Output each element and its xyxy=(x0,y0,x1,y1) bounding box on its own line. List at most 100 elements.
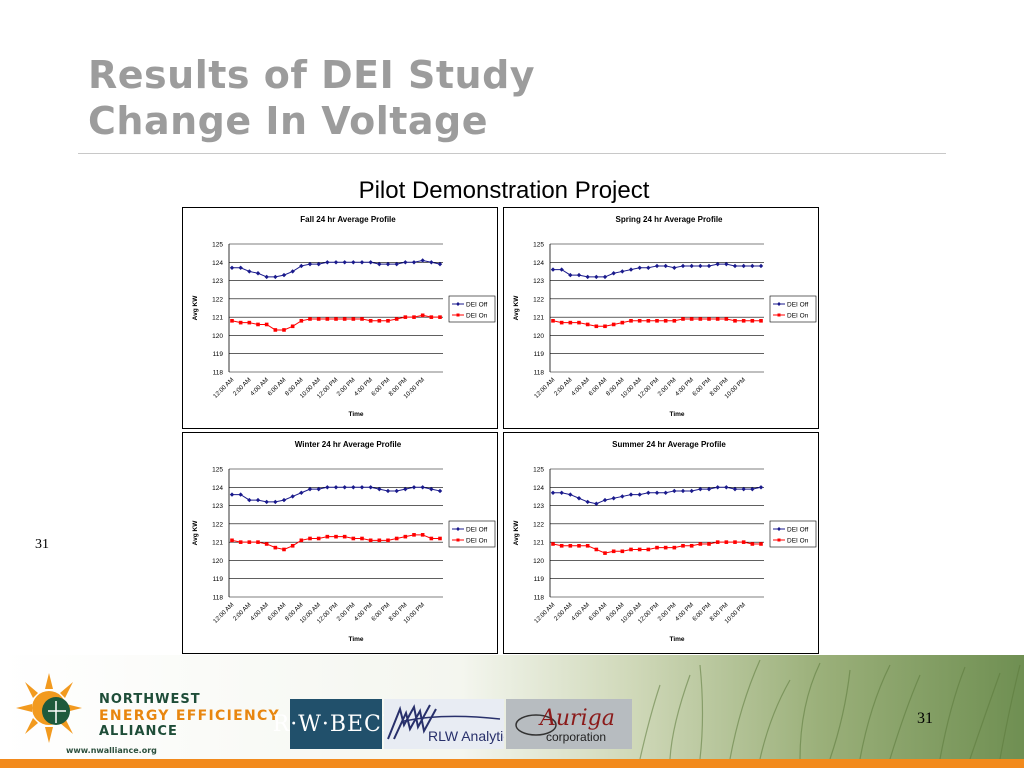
y-tick-label: 123 xyxy=(212,503,223,510)
data-point xyxy=(663,263,668,269)
data-point xyxy=(377,319,382,323)
y-tick-label: 121 xyxy=(533,540,544,547)
y-tick-label: 121 xyxy=(212,315,223,322)
rw-beck-text: R·W·BECK xyxy=(272,711,400,737)
data-point xyxy=(307,486,313,492)
data-point xyxy=(403,486,408,492)
data-point xyxy=(559,267,564,272)
data-point xyxy=(750,319,755,323)
data-point xyxy=(290,324,295,329)
data-point xyxy=(325,534,330,539)
legend-marker xyxy=(456,302,460,306)
data-point xyxy=(255,497,261,503)
y-tick-label: 120 xyxy=(212,558,223,565)
data-point xyxy=(282,328,286,332)
data-point xyxy=(247,540,252,544)
data-point xyxy=(264,274,269,280)
data-point xyxy=(316,536,321,541)
data-point xyxy=(325,260,330,265)
y-tick-label: 122 xyxy=(212,521,223,528)
data-point xyxy=(411,260,417,265)
legend-box xyxy=(769,295,817,323)
data-point xyxy=(629,547,633,552)
data-point xyxy=(655,545,659,550)
data-point xyxy=(707,542,711,546)
data-point xyxy=(707,317,711,321)
footer-slide-number: 31 xyxy=(917,710,933,727)
data-point xyxy=(646,265,651,270)
chart-title: Summer 24 hr Average Profile xyxy=(612,440,726,449)
data-point xyxy=(585,274,590,280)
nweea-line1: NORTHWEST xyxy=(99,692,201,707)
data-point xyxy=(750,542,755,546)
x-axis-label: Time xyxy=(348,636,363,643)
data-point xyxy=(672,319,677,323)
x-tick-label: 12:00 AM xyxy=(533,376,556,399)
data-point xyxy=(377,261,382,267)
data-point xyxy=(307,261,313,267)
data-point xyxy=(724,540,729,544)
data-point xyxy=(654,490,660,495)
data-point xyxy=(698,542,703,546)
data-point xyxy=(551,319,555,323)
y-tick-label: 123 xyxy=(533,278,544,285)
rw-beck-logo: R·W·BECK xyxy=(273,699,398,749)
legend-marker xyxy=(777,527,781,531)
data-point xyxy=(680,263,686,269)
data-point xyxy=(308,317,312,321)
slide-title: Results of DEI Study Change In Voltage xyxy=(88,52,535,144)
data-point xyxy=(238,265,243,270)
data-point xyxy=(316,486,321,492)
rlw-analytics-logo: RLW Analytics xyxy=(384,699,517,749)
data-point xyxy=(411,485,417,490)
x-tick-label: 12:00 AM xyxy=(212,601,235,624)
data-point xyxy=(576,272,582,278)
legend-marker xyxy=(777,538,781,542)
spring-chart: Spring 24 hr Average Profile 118 119 120 121… xyxy=(503,207,819,429)
y-tick-label: 119 xyxy=(534,351,545,358)
data-point xyxy=(377,538,382,543)
legend-marker xyxy=(456,527,460,531)
data-point xyxy=(282,547,286,552)
data-point xyxy=(403,260,408,265)
data-point xyxy=(741,263,746,269)
data-point xyxy=(611,549,616,554)
data-point xyxy=(403,315,408,319)
data-point xyxy=(429,486,434,492)
data-point xyxy=(308,536,312,541)
data-point xyxy=(672,265,677,270)
data-point xyxy=(351,317,356,321)
side-slide-number: 31 xyxy=(35,537,49,552)
data-point xyxy=(620,549,625,554)
nweea-line2: ENERGY EFFICIENCY xyxy=(99,708,280,724)
y-tick-label: 118 xyxy=(534,595,545,602)
y-tick-label: 122 xyxy=(533,521,544,528)
legend-label: DEI Off xyxy=(466,526,487,533)
data-point xyxy=(715,540,720,544)
legend-box xyxy=(448,520,496,548)
data-point xyxy=(620,494,625,499)
data-point xyxy=(603,324,607,329)
data-point xyxy=(620,269,625,274)
data-point xyxy=(264,542,269,546)
data-point xyxy=(637,265,642,270)
y-tick-label: 118 xyxy=(534,370,545,377)
title-divider xyxy=(78,153,946,154)
data-point xyxy=(230,538,234,543)
data-point xyxy=(299,490,304,495)
data-point xyxy=(698,317,703,321)
data-point xyxy=(706,263,712,269)
data-point xyxy=(290,269,295,274)
data-point xyxy=(733,319,737,323)
data-point xyxy=(299,538,304,543)
data-point xyxy=(629,319,633,323)
data-point xyxy=(420,258,425,263)
data-point xyxy=(386,319,390,323)
data-point xyxy=(663,490,668,495)
data-point xyxy=(732,486,738,492)
slide-title-line1: Results of DEI Study xyxy=(88,53,536,97)
data-point xyxy=(290,494,295,499)
data-point xyxy=(733,540,737,544)
data-point xyxy=(637,492,642,497)
data-point xyxy=(360,317,364,321)
